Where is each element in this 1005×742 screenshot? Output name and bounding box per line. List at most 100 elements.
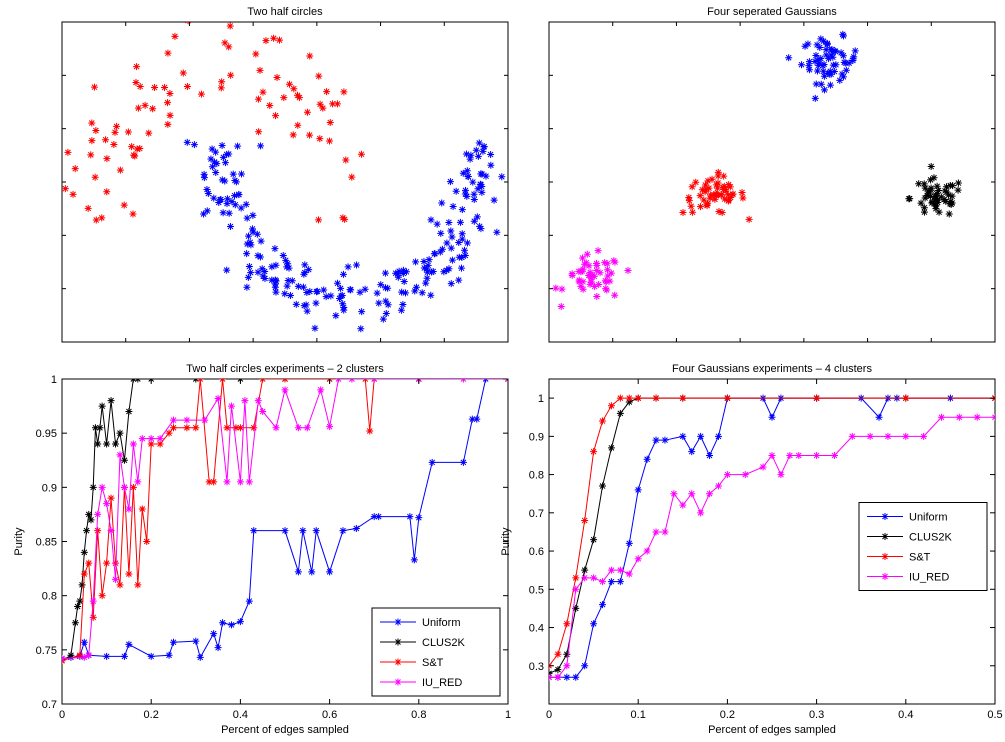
- legend-marker: [881, 513, 889, 520]
- legend: Uniform CLUS2K S&T IU_RED: [858, 502, 988, 591]
- series-marker: [71, 619, 79, 627]
- series-marker: [250, 424, 258, 432]
- scatter-point: [679, 209, 687, 217]
- scatter-point: [446, 178, 454, 186]
- scatter-point: [294, 121, 302, 129]
- scatter-point: [917, 199, 925, 207]
- scatter-point: [231, 201, 239, 209]
- series-marker: [607, 566, 615, 574]
- scatter-point: [443, 239, 451, 247]
- y-tick-label: 1: [51, 374, 57, 386]
- series-marker: [991, 413, 995, 421]
- scatter-point: [703, 185, 711, 193]
- scatter-point: [247, 241, 255, 249]
- scatter-point: [817, 35, 825, 43]
- series-marker: [697, 432, 705, 440]
- scatter-point: [218, 176, 226, 184]
- scatter-point: [445, 218, 453, 226]
- series-marker: [134, 379, 142, 383]
- series-marker: [183, 416, 191, 424]
- scatter-point: [704, 177, 712, 185]
- scatter-point: [282, 256, 290, 264]
- scatter-point: [422, 279, 430, 287]
- scatter-point: [103, 188, 111, 196]
- series-marker: [410, 556, 418, 564]
- series-marker: [326, 423, 334, 431]
- scatter-point: [171, 32, 179, 40]
- scatter-point: [197, 90, 205, 98]
- scatter-point: [218, 141, 226, 149]
- series-marker: [723, 394, 731, 402]
- scatter-point: [288, 277, 296, 285]
- series-marker: [192, 424, 200, 432]
- plot-area: [62, 379, 508, 665]
- series-marker: [697, 509, 705, 517]
- series-marker: [116, 581, 124, 589]
- series-marker: [196, 379, 204, 383]
- scatter-point: [440, 268, 448, 276]
- scatter-point: [335, 294, 343, 302]
- line-series-3: [62, 379, 508, 665]
- series-marker: [120, 456, 128, 464]
- series-marker: [62, 655, 66, 662]
- scatter-point: [259, 272, 267, 280]
- y-tick-label: 0.85: [36, 537, 57, 549]
- series-marker: [406, 513, 414, 521]
- scatter-point: [689, 208, 697, 216]
- scatter-point: [259, 88, 267, 96]
- series-marker: [616, 566, 624, 574]
- scatter-series-4: [552, 247, 632, 310]
- series-marker: [138, 435, 146, 443]
- scatter-point: [593, 293, 601, 301]
- scatter-point: [720, 172, 728, 180]
- scatter-point: [281, 290, 289, 298]
- scatter-point: [337, 284, 345, 292]
- line-series-2: [62, 379, 508, 665]
- scatter-point: [303, 108, 311, 116]
- scatter-point: [817, 80, 825, 88]
- scatter-point: [928, 198, 936, 206]
- series-marker: [214, 644, 222, 652]
- scatter-point: [207, 155, 215, 163]
- scatter-point: [273, 74, 281, 82]
- scatter-point: [275, 36, 283, 44]
- series-marker: [937, 413, 945, 421]
- scatter-point: [234, 142, 242, 150]
- scatter-point: [827, 70, 835, 78]
- scatter-point: [423, 274, 431, 282]
- legend-label: S&T: [909, 552, 931, 564]
- scatter-point: [822, 46, 830, 54]
- x-tick-label: 0.4: [233, 709, 248, 721]
- series-marker: [80, 570, 88, 578]
- scatter-point: [920, 208, 928, 216]
- series-marker: [554, 650, 562, 658]
- scatter-point: [954, 179, 962, 187]
- series-marker: [625, 394, 633, 402]
- scatter-point: [692, 178, 700, 186]
- series-marker: [312, 527, 320, 535]
- scatter-point: [448, 256, 456, 264]
- series-marker: [335, 379, 343, 383]
- series-marker: [125, 640, 133, 648]
- scatter-point: [811, 94, 819, 102]
- series-marker: [103, 500, 111, 508]
- series-marker: [714, 432, 722, 440]
- scatter-point: [601, 259, 609, 267]
- scatter-point: [480, 143, 488, 151]
- scatter-series-2: [183, 138, 508, 333]
- series-marker: [147, 440, 155, 448]
- scatter-point: [185, 22, 191, 25]
- scatter-point: [338, 292, 346, 300]
- scatter-point: [344, 263, 352, 271]
- scatter-point: [225, 43, 233, 51]
- series-marker: [590, 536, 598, 544]
- series-marker: [670, 490, 678, 498]
- scatter-point: [102, 136, 110, 144]
- scatter-point: [271, 283, 279, 291]
- scatter-point: [373, 289, 381, 297]
- scatter-point: [208, 163, 216, 171]
- series-marker: [147, 435, 155, 443]
- scatter-point: [111, 128, 119, 136]
- scatter-point: [947, 200, 955, 208]
- scatter-point: [312, 299, 320, 307]
